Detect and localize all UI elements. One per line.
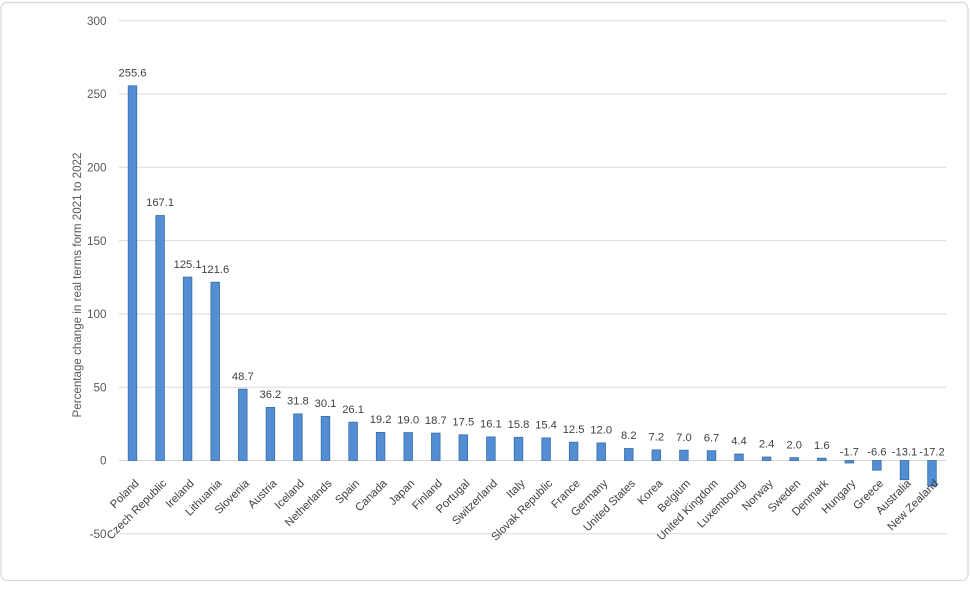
svg-text:7.0: 7.0: [676, 432, 692, 444]
svg-text:36.2: 36.2: [260, 389, 282, 401]
svg-text:250: 250: [87, 88, 107, 101]
svg-text:17.5: 17.5: [452, 417, 474, 429]
svg-text:1.6: 1.6: [814, 440, 830, 452]
svg-text:19.0: 19.0: [397, 414, 419, 426]
svg-text:167.1: 167.1: [146, 197, 174, 209]
svg-text:-1.7: -1.7: [840, 447, 859, 459]
svg-text:15.4: 15.4: [535, 420, 557, 432]
svg-text:150: 150: [87, 235, 107, 248]
svg-text:8.2: 8.2: [621, 430, 637, 442]
svg-text:15.8: 15.8: [508, 419, 530, 431]
svg-text:0: 0: [100, 455, 107, 468]
svg-text:18.7: 18.7: [425, 415, 447, 427]
svg-text:31.8: 31.8: [287, 396, 309, 408]
svg-text:300: 300: [87, 15, 107, 28]
svg-text:-13.1: -13.1: [892, 447, 918, 459]
svg-text:-50: -50: [90, 528, 107, 541]
svg-text:50: 50: [93, 381, 107, 394]
svg-text:30.1: 30.1: [315, 398, 337, 410]
svg-text:-17.2: -17.2: [919, 447, 945, 459]
svg-text:12.5: 12.5: [563, 424, 585, 436]
svg-text:16.1: 16.1: [480, 419, 502, 431]
svg-text:121.6: 121.6: [201, 264, 229, 276]
svg-text:125.1: 125.1: [174, 259, 202, 271]
svg-text:100: 100: [87, 308, 107, 321]
svg-text:7.2: 7.2: [649, 432, 665, 444]
svg-text:Percentage change in real term: Percentage change in real terms form 202…: [71, 153, 84, 418]
svg-text:26.1: 26.1: [342, 404, 364, 416]
svg-text:200: 200: [87, 162, 107, 175]
svg-text:6.7: 6.7: [704, 432, 720, 444]
svg-text:2.4: 2.4: [759, 439, 775, 451]
svg-text:48.7: 48.7: [232, 371, 254, 383]
svg-text:19.2: 19.2: [370, 414, 392, 426]
svg-text:12.0: 12.0: [590, 425, 612, 437]
svg-text:-6.6: -6.6: [867, 447, 886, 459]
svg-text:255.6: 255.6: [119, 68, 147, 80]
svg-text:4.4: 4.4: [731, 436, 747, 448]
svg-text:2.0: 2.0: [786, 439, 802, 451]
